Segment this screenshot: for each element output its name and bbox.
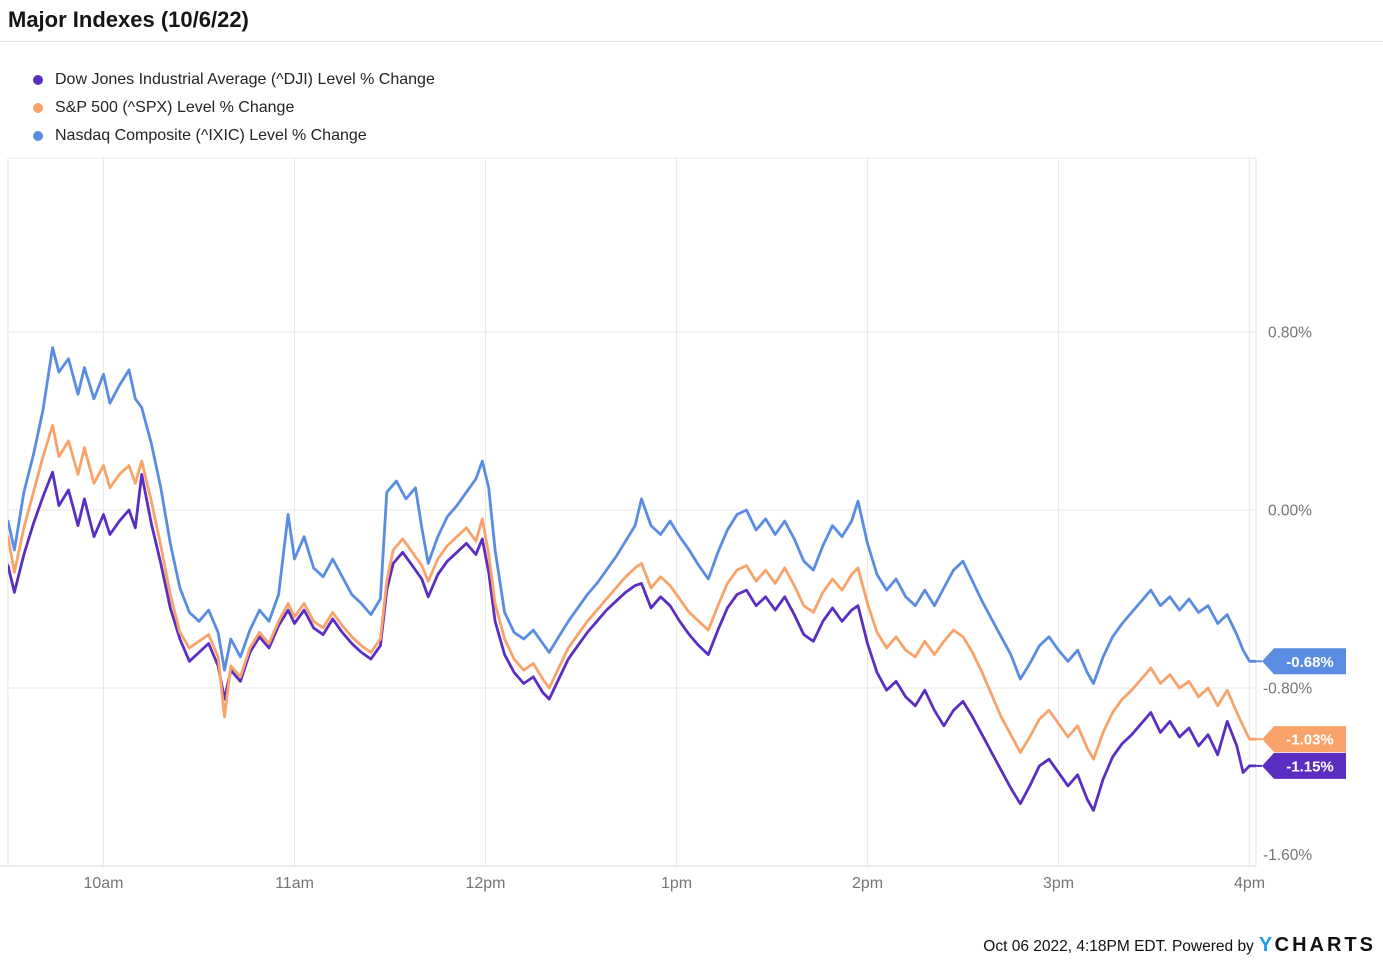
- end-badge-ixic: [1262, 648, 1346, 675]
- end-badge-label-spx: -1.03%: [1286, 732, 1334, 749]
- title-divider: [0, 41, 1383, 42]
- series-line-ixic: [8, 346, 1256, 685]
- series-line-spx: [8, 424, 1256, 761]
- legend-dot-ixic-icon: [33, 131, 43, 141]
- ycharts-logo[interactable]: YCHARTS: [1259, 934, 1376, 957]
- end-badge-spx: [1262, 726, 1346, 753]
- x-tick-label: 4pm: [1234, 875, 1265, 892]
- chart-footer: Oct 06 2022, 4:18PM EDT. Powered by YCHA…: [983, 934, 1376, 957]
- legend-label-dji: Dow Jones Industrial Average (^DJI) Leve…: [55, 71, 435, 88]
- series-lines: [8, 346, 1256, 812]
- end-badge-label-dji: -1.15%: [1286, 758, 1334, 775]
- x-tick-label: 10am: [83, 875, 123, 892]
- y-tick-label: 0.80%: [1268, 325, 1312, 342]
- ycharts-logo-rest: CHARTS: [1274, 934, 1376, 956]
- x-tick-label: 3pm: [1043, 875, 1074, 892]
- end-badge-dji: [1262, 752, 1346, 779]
- x-tick-label: 1pm: [661, 875, 692, 892]
- page-title: Major Indexes (10/6/22): [8, 7, 249, 32]
- x-tick-label: 2pm: [852, 875, 883, 892]
- legend-dot-spx-icon: [33, 103, 43, 113]
- plot-border: [7, 157, 1257, 867]
- x-tick-label: 12pm: [465, 875, 505, 892]
- y-tick-label: 0.00%: [1268, 503, 1312, 520]
- y-tick-label: -0.80%: [1263, 681, 1312, 698]
- gridlines: [8, 158, 1256, 866]
- series-line-dji: [8, 470, 1256, 812]
- chart-legend: Dow Jones Industrial Average (^DJI) Leve…: [33, 66, 435, 150]
- legend-label-spx: S&P 500 (^SPX) Level % Change: [55, 99, 295, 116]
- legend-item-ixic[interactable]: Nasdaq Composite (^IXIC) Level % Change: [33, 122, 435, 150]
- legend-item-dji[interactable]: Dow Jones Industrial Average (^DJI) Leve…: [33, 66, 435, 94]
- legend-item-spx[interactable]: S&P 500 (^SPX) Level % Change: [33, 94, 435, 122]
- x-tick-label: 11am: [275, 875, 314, 892]
- legend-dot-dji-icon: [33, 75, 43, 85]
- ycharts-logo-y: Y: [1258, 934, 1275, 956]
- end-badge-label-ixic: -0.68%: [1286, 654, 1334, 671]
- legend-label-ixic: Nasdaq Composite (^IXIC) Level % Change: [55, 127, 367, 144]
- y-tick-label: -1.60%: [1263, 847, 1312, 864]
- footer-timestamp: Oct 06 2022, 4:18PM EDT. Powered by: [983, 938, 1254, 955]
